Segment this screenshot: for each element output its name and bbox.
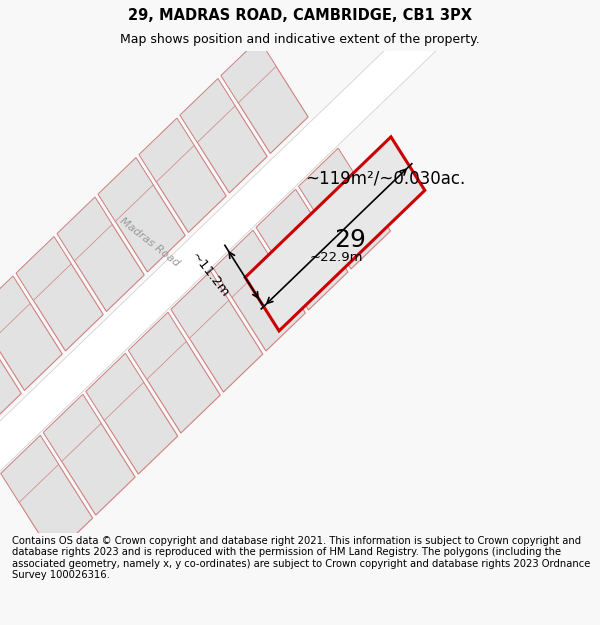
Polygon shape	[98, 158, 153, 221]
Polygon shape	[180, 79, 267, 193]
Text: Map shows position and indicative extent of the property.: Map shows position and indicative extent…	[120, 34, 480, 46]
Polygon shape	[0, 276, 30, 340]
Polygon shape	[299, 148, 391, 269]
Polygon shape	[16, 237, 103, 351]
Text: 29: 29	[334, 228, 366, 252]
Polygon shape	[43, 394, 135, 515]
Text: ~11.2m: ~11.2m	[188, 250, 232, 300]
Polygon shape	[1, 436, 59, 502]
Polygon shape	[214, 231, 305, 351]
Polygon shape	[86, 354, 178, 474]
Polygon shape	[57, 198, 144, 311]
Polygon shape	[128, 312, 186, 379]
Polygon shape	[245, 137, 425, 331]
Polygon shape	[139, 118, 194, 182]
Polygon shape	[214, 231, 271, 298]
Polygon shape	[221, 39, 276, 103]
Polygon shape	[43, 394, 101, 461]
Polygon shape	[256, 189, 314, 256]
Polygon shape	[180, 79, 235, 142]
Polygon shape	[0, 11, 446, 573]
Polygon shape	[139, 118, 226, 232]
Polygon shape	[98, 158, 185, 272]
Polygon shape	[299, 148, 356, 215]
Polygon shape	[171, 271, 229, 338]
Polygon shape	[0, 276, 62, 391]
Polygon shape	[128, 312, 220, 433]
Polygon shape	[221, 39, 308, 153]
Polygon shape	[57, 198, 112, 261]
Polygon shape	[256, 189, 348, 310]
Text: ~22.9m: ~22.9m	[310, 251, 363, 264]
Polygon shape	[16, 237, 71, 301]
Text: Contains OS data © Crown copyright and database right 2021. This information is : Contains OS data © Crown copyright and d…	[12, 536, 590, 581]
Text: 29, MADRAS ROAD, CAMBRIDGE, CB1 3PX: 29, MADRAS ROAD, CAMBRIDGE, CB1 3PX	[128, 8, 472, 23]
Polygon shape	[1, 436, 92, 556]
Polygon shape	[171, 271, 263, 392]
Polygon shape	[0, 316, 21, 430]
Text: ~119m²/~0.030ac.: ~119m²/~0.030ac.	[305, 169, 465, 187]
Polygon shape	[86, 354, 143, 421]
Text: Madras Road: Madras Road	[118, 216, 182, 269]
